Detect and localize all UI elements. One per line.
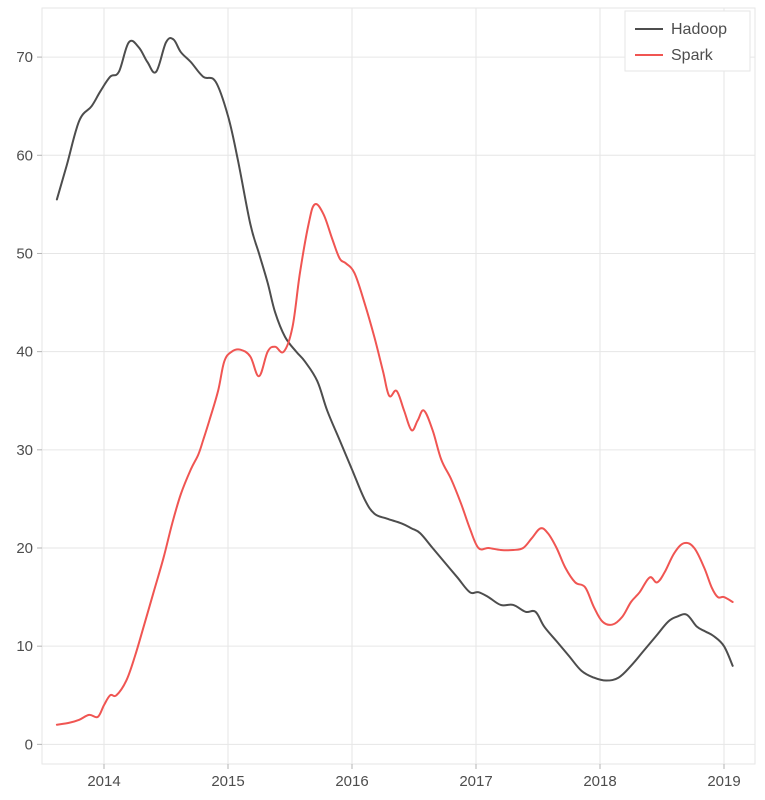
x-tick-label: 2016 bbox=[335, 773, 368, 790]
legend-label: Hadoop bbox=[671, 21, 727, 38]
chart-svg: 0 10 20 30 40 50 60 70 2014 2015 2016 2017 2018 2019 H… bbox=[0, 0, 765, 800]
x-tick-label: 2017 bbox=[459, 773, 492, 790]
line-chart: 0 10 20 30 40 50 60 70 2014 2015 2016 2017 2018 2019 H… bbox=[0, 0, 765, 800]
y-tick-label: 50 bbox=[16, 245, 33, 262]
y-tick-label: 20 bbox=[16, 540, 33, 557]
legend-label: Spark bbox=[671, 47, 714, 64]
y-tick-label: 40 bbox=[16, 344, 33, 361]
y-tick-label: 0 bbox=[25, 736, 33, 753]
x-tick-label: 2018 bbox=[583, 773, 616, 790]
x-tick-label: 2014 bbox=[87, 773, 120, 790]
x-tick-label: 2015 bbox=[211, 773, 244, 790]
x-tick-label: 2019 bbox=[707, 773, 740, 790]
y-tick-label: 70 bbox=[16, 49, 33, 66]
y-tick-label: 60 bbox=[16, 147, 33, 164]
y-tick-label: 30 bbox=[16, 442, 33, 459]
y-tick-label: 10 bbox=[16, 638, 33, 655]
